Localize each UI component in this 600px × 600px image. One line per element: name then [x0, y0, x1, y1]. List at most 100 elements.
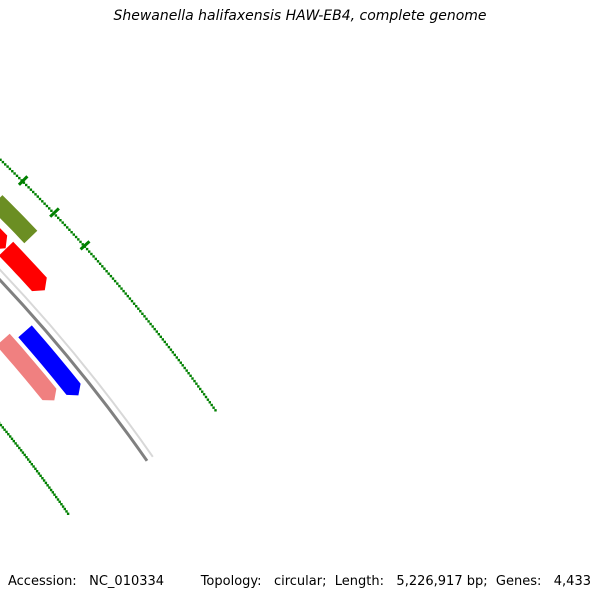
topology-value: circular — [273, 574, 323, 589]
tick-dot — [179, 361, 182, 364]
gene-forward-red — [0, 241, 47, 292]
tick-dot — [27, 458, 30, 461]
tick-dot — [122, 289, 125, 293]
tick-dot — [85, 247, 89, 251]
tick-dot — [132, 302, 136, 305]
tick-dot — [90, 252, 93, 256]
tick-dot — [37, 472, 41, 475]
tick-dot — [66, 512, 70, 515]
tick-dot — [107, 272, 110, 275]
tick-dot — [14, 442, 17, 445]
tick-dot — [120, 287, 123, 290]
tick-dot — [161, 338, 164, 341]
tick-dot — [49, 488, 53, 492]
tick-layer — [0, 158, 217, 515]
tick-dot — [126, 294, 129, 298]
tick-dot — [116, 282, 119, 285]
tick-dot — [206, 398, 210, 401]
tick-dot — [35, 470, 39, 473]
tick-dot — [34, 467, 37, 470]
tick-dot — [74, 235, 78, 239]
tick-dot — [101, 265, 104, 268]
tick-dot — [135, 305, 138, 308]
backbone-layer — [0, 268, 154, 462]
major-tick-outer — [79, 240, 91, 251]
tick-dot — [18, 176, 21, 180]
tick-dot — [21, 451, 25, 454]
tick-dot — [171, 351, 174, 354]
tick-dot — [23, 453, 26, 457]
tick-dot — [44, 481, 48, 485]
tick-dot — [68, 228, 71, 231]
tick-dot — [199, 387, 202, 391]
tick-dot — [32, 465, 35, 468]
tick-dot — [128, 297, 132, 300]
tick-dot — [147, 320, 150, 323]
tick-dot — [61, 221, 64, 224]
tick-dot — [139, 310, 142, 313]
tick-dot — [41, 477, 44, 480]
outer-tick-track — [0, 158, 217, 412]
genome-stats: Topology: circular; Length: 5,226,917 bp… — [200, 574, 591, 589]
tick-dot — [143, 315, 146, 318]
tick-dot — [3, 428, 6, 431]
tick-dot — [9, 435, 12, 438]
tick-dot — [60, 503, 63, 506]
tick-dot — [187, 372, 190, 375]
tick-dot — [137, 307, 140, 310]
tick-dot — [79, 240, 82, 244]
tick-dot — [72, 233, 75, 236]
tick-dot — [45, 204, 49, 208]
tick-dot — [204, 395, 208, 399]
tick-dot — [4, 163, 7, 166]
tick-dot — [92, 255, 95, 258]
inner-tick-track — [0, 421, 70, 515]
tick-dot — [111, 277, 115, 280]
tick-dot — [191, 377, 194, 380]
tick-dot — [109, 274, 113, 278]
length-label: Length: — [334, 574, 384, 589]
tick-dot — [193, 379, 196, 383]
tick-dot — [59, 219, 62, 222]
tick-dot — [56, 498, 60, 501]
tick-dot — [12, 439, 15, 443]
tick-dot — [10, 437, 14, 440]
tick-dot — [1, 426, 5, 429]
major-tick-outer — [49, 207, 60, 218]
tick-dot — [25, 183, 28, 187]
tick-dot — [36, 195, 39, 198]
tick-dot — [42, 479, 46, 482]
tick-dot — [185, 369, 188, 372]
tick-dot — [16, 444, 19, 447]
tick-dot — [13, 172, 16, 175]
tick-dot — [96, 260, 100, 263]
tick-dot — [66, 226, 69, 229]
gene-pink — [0, 333, 57, 401]
tick-dot — [151, 325, 154, 328]
tick-dot — [46, 484, 49, 487]
tick-dot — [32, 190, 35, 194]
tick-dot — [43, 202, 46, 205]
backbone-inner — [0, 268, 154, 458]
tick-dot — [39, 474, 42, 477]
tick-dot — [55, 495, 58, 499]
tick-dot — [183, 366, 186, 370]
tick-dot — [88, 250, 91, 253]
tick-dot — [54, 214, 58, 217]
tick-dot — [53, 493, 56, 496]
tick-dot — [65, 510, 68, 513]
tick-dot — [105, 270, 108, 273]
tick-dot — [29, 188, 33, 191]
tick-dot — [124, 292, 127, 295]
tick-dot — [210, 403, 213, 407]
accession-label: Accession: — [8, 574, 77, 589]
tick-dot — [173, 353, 176, 357]
tick-dot — [197, 385, 200, 388]
genes-label: Genes: — [495, 574, 542, 589]
tick-dot — [22, 181, 26, 184]
tick-dot — [50, 209, 53, 212]
tick-dot — [94, 257, 97, 261]
tick-dot — [63, 223, 67, 227]
gene-reverse-olive — [0, 195, 38, 244]
